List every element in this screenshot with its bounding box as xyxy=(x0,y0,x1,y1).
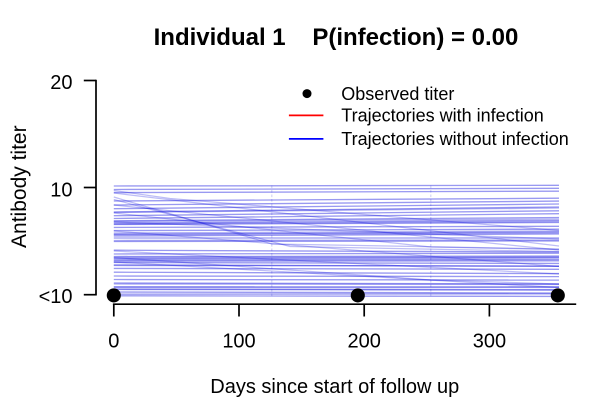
svg-text:<10: <10 xyxy=(39,286,73,308)
svg-text:Trajectories without infection: Trajectories without infection xyxy=(341,129,568,149)
svg-text:0: 0 xyxy=(108,331,119,353)
svg-text:Trajectories with infection: Trajectories with infection xyxy=(341,106,543,126)
svg-text:100: 100 xyxy=(222,331,255,353)
svg-text:Individual 1 P(infection) =: Individual 1 P(infection) = 0.00 xyxy=(154,24,519,51)
svg-text:Observed titer: Observed titer xyxy=(341,84,454,104)
svg-text:Days since start of follow up: Days since start of follow up xyxy=(210,376,459,398)
svg-text:20: 20 xyxy=(50,72,72,94)
svg-text:300: 300 xyxy=(473,331,506,353)
svg-text:10: 10 xyxy=(50,179,72,201)
svg-text:Antibody titer: Antibody titer xyxy=(8,125,31,248)
svg-text:200: 200 xyxy=(348,331,381,353)
